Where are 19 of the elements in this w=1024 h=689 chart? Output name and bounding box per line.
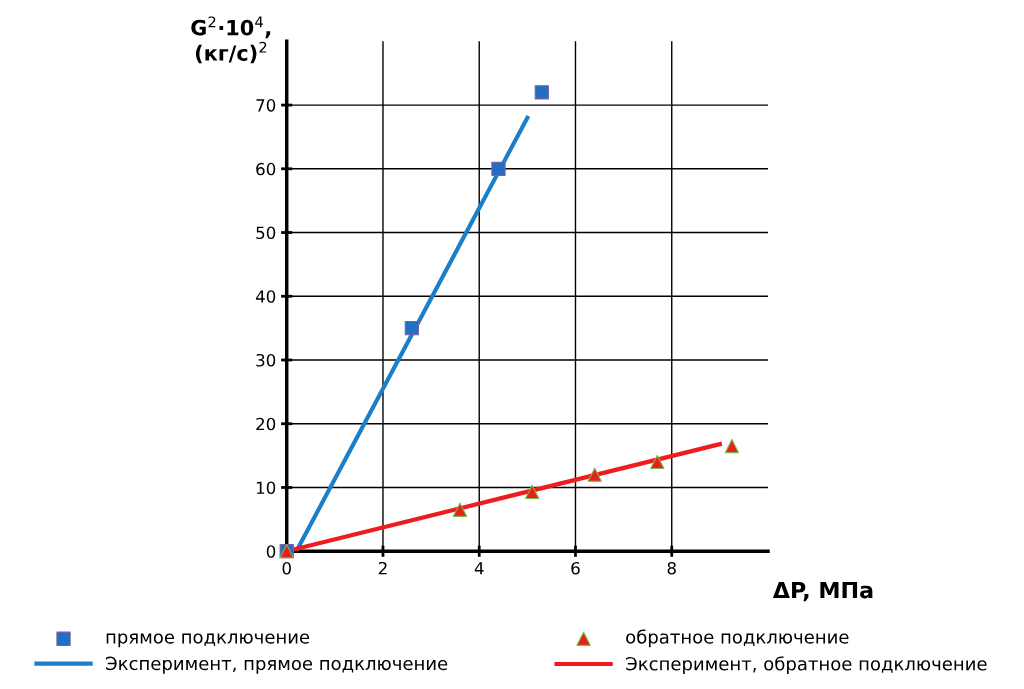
y-tick-label: 10 [256,481,276,495]
x-tick-label: 4 [474,562,484,575]
x-tick-label: 6 [571,561,580,575]
y-tick-label: 60 [256,162,276,176]
y-tick-label: 0 [266,545,276,558]
legend-label: обратное подключение [626,629,849,648]
x-tick-label: 8 [667,561,676,575]
legend-label: прямое подключение [106,633,310,648]
y-tick-label: 50 [256,226,276,240]
y-tick-label: 70 [256,99,276,112]
y-tick-label: 20 [256,417,276,431]
y-axis-title: G$^{2}$·10$^{4}$, (кг/с)$^{2}$ [191,16,271,64]
legend-label: Эксперимент, обратное подключение [626,656,987,675]
y-tick-label: 30 [256,353,276,367]
x-tick-label: 0 [282,561,291,575]
x-tick-label: 2 [378,561,387,575]
y-tick-label: 40 [255,290,276,303]
legend-label: Эксперимент, прямое подключение [106,656,448,674]
x-axis-title: ΔP, МПа [772,581,873,602]
